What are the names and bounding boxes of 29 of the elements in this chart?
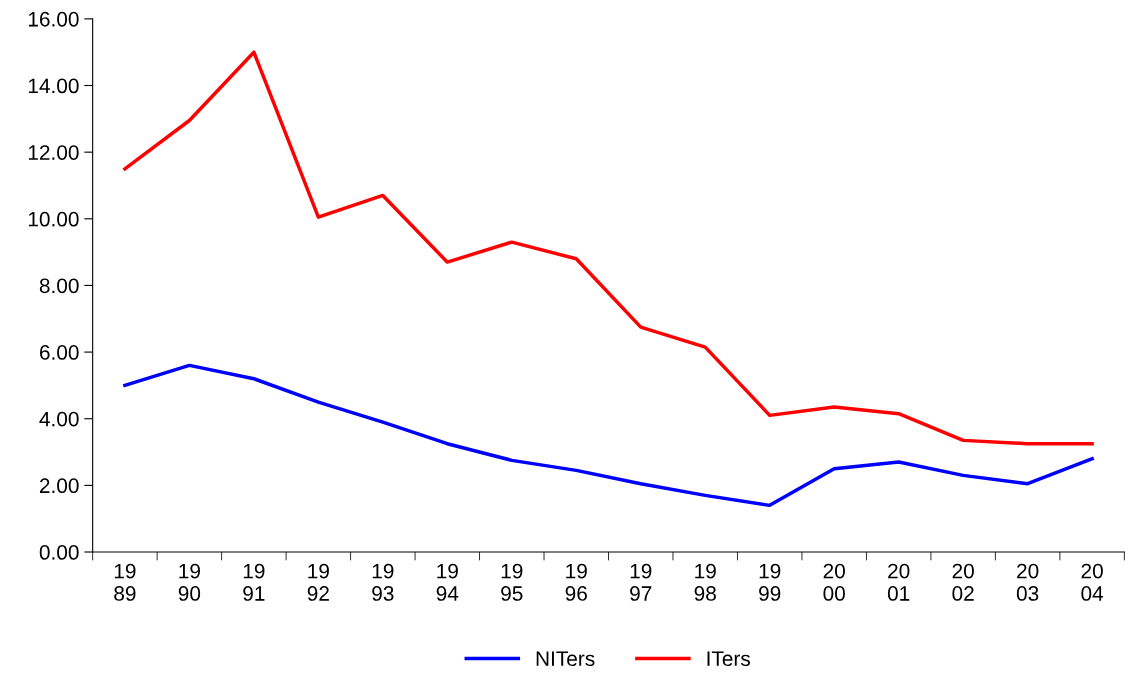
x-tick-label: 20 01 bbox=[887, 563, 910, 601]
y-tick-label: 10.00 bbox=[28, 211, 79, 227]
x-tick-label: 19 92 bbox=[307, 563, 329, 601]
x-tick-label: 19 93 bbox=[372, 563, 394, 601]
y-tick-label: 16.00 bbox=[28, 11, 79, 27]
x-tick-label: 19 91 bbox=[243, 563, 265, 601]
x-tick-label: 19 89 bbox=[114, 563, 136, 601]
x-tick-label: 19 90 bbox=[178, 563, 201, 601]
y-tick-label: 2.00 bbox=[39, 478, 79, 494]
y-tick-label: 12.00 bbox=[28, 145, 79, 160]
line-series bbox=[123, 363, 1094, 508]
line-series bbox=[123, 50, 1094, 446]
y-tick-label: 6.00 bbox=[39, 345, 79, 360]
x-tick-label: 19 95 bbox=[501, 563, 523, 601]
y-tick-label: 4.00 bbox=[39, 411, 79, 427]
y-tick-label: 0.00 bbox=[39, 545, 79, 560]
y-tick-label: 14.00 bbox=[28, 78, 79, 94]
x-tick-label: 20 03 bbox=[1016, 563, 1039, 601]
x-tick-label: 20 04 bbox=[1081, 563, 1104, 601]
x-tick-label: 19 94 bbox=[436, 563, 459, 601]
x-tick-label: 20 02 bbox=[952, 563, 974, 601]
legend-label: NITers bbox=[536, 651, 595, 667]
x-tick-label: 19 98 bbox=[694, 563, 716, 601]
x-tick-label: 19 96 bbox=[565, 563, 587, 601]
x-tick-label: 19 99 bbox=[759, 563, 781, 601]
legend-label: ITers bbox=[707, 651, 750, 667]
x-tick-label: 20 00 bbox=[823, 563, 845, 601]
x-tick-label: 19 97 bbox=[630, 563, 652, 601]
y-tick-label: 8.00 bbox=[39, 278, 79, 294]
